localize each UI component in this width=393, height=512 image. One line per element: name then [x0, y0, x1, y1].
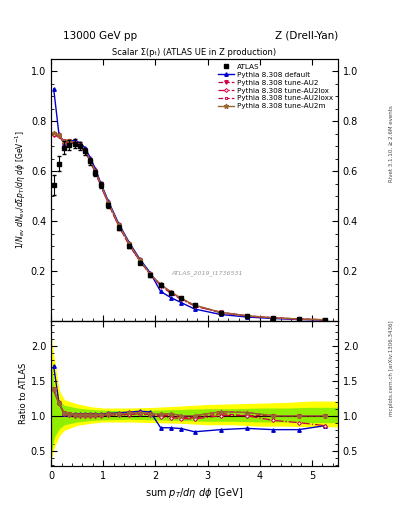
Text: 13000 GeV pp: 13000 GeV pp: [63, 31, 137, 41]
Text: ATLAS_2019_I1736531: ATLAS_2019_I1736531: [172, 270, 243, 276]
Text: Z (Drell-Yan): Z (Drell-Yan): [275, 31, 338, 41]
Text: mcplots.cern.ch [arXiv:1306.3436]: mcplots.cern.ch [arXiv:1306.3436]: [389, 321, 393, 416]
X-axis label: sum $p_T/d\eta\ d\phi$ [GeV]: sum $p_T/d\eta\ d\phi$ [GeV]: [145, 486, 244, 500]
Text: Rivet 3.1.10, ≥ 2.6M events: Rivet 3.1.10, ≥ 2.6M events: [389, 105, 393, 182]
Legend: ATLAS, Pythia 8.308 default, Pythia 8.308 tune-AU2, Pythia 8.308 tune-AU2lox, Py: ATLAS, Pythia 8.308 default, Pythia 8.30…: [217, 62, 334, 111]
Y-axis label: $1/N_{ev}\ dN_{ev}/d\Sigma p_T/d\eta\ d\phi\ [\mathrm{GeV}^{-1}]$: $1/N_{ev}\ dN_{ev}/d\Sigma p_T/d\eta\ d\…: [14, 131, 28, 249]
Y-axis label: Ratio to ATLAS: Ratio to ATLAS: [19, 363, 28, 424]
Title: Scalar Σ(pₜ) (ATLAS UE in Z production): Scalar Σ(pₜ) (ATLAS UE in Z production): [112, 48, 277, 57]
